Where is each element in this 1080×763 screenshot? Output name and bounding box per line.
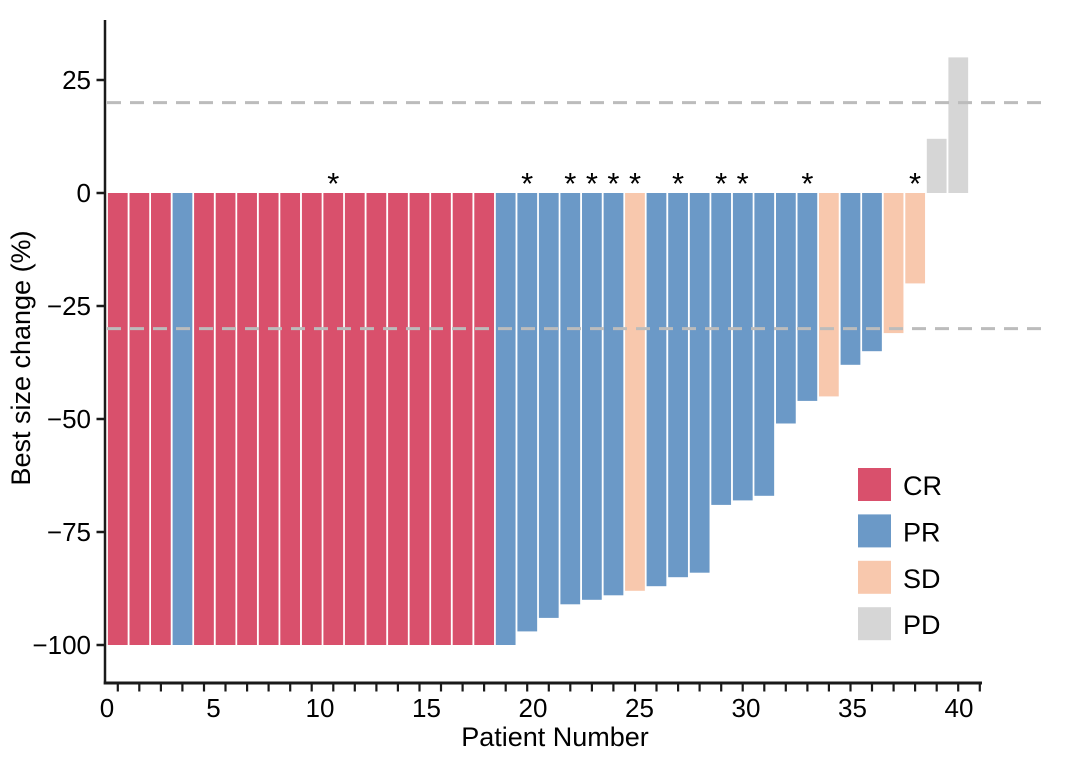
- x-tick-label-25: 25: [625, 693, 654, 723]
- y-tick-label-−50: −50: [47, 404, 91, 434]
- asterisk-patient-29: *: [715, 166, 727, 201]
- reference-lines-group: [107, 101, 1050, 331]
- bar-patient-40: [948, 57, 969, 194]
- y-tick-label-−100: −100: [32, 630, 91, 660]
- bar-patient-11: [323, 193, 344, 645]
- x-axis-ticks: [116, 683, 981, 692]
- x-tick-label-15: 15: [412, 693, 441, 723]
- bar-patient-14: [388, 193, 408, 645]
- asterisk-patient-33: *: [801, 166, 813, 201]
- bar-patient-30: [732, 193, 753, 501]
- bar-patient-37: [883, 193, 904, 334]
- bars-group: [107, 57, 969, 645]
- bar-patient-38: [905, 193, 926, 284]
- bar-patient-35: [840, 193, 861, 365]
- y-tick-label-−75: −75: [47, 517, 91, 547]
- x-tick-label-10: 10: [306, 693, 335, 723]
- bar-patient-24: [603, 193, 624, 596]
- bar-patient-23: [582, 193, 602, 600]
- bar-patient-32: [776, 193, 796, 424]
- bar-patient-6: [215, 193, 236, 645]
- bar-patient-26: [646, 193, 667, 587]
- bar-patient-29: [711, 193, 732, 505]
- y-axis-ticks: [96, 78, 105, 647]
- legend-swatch-CR: [858, 468, 891, 501]
- x-tick-label-5: 5: [206, 693, 220, 723]
- bar-patient-4: [172, 193, 193, 645]
- legend-swatch-PD: [858, 607, 891, 641]
- bar-patient-7: [237, 193, 257, 645]
- x-tick-label-0: 0: [100, 693, 114, 723]
- legend: CR PR SD PD: [858, 468, 942, 641]
- y-axis-tick-labels: 25 0 −25 −50 −75 −100: [32, 65, 91, 660]
- bar-patient-33: [797, 193, 818, 401]
- bar-patient-5: [194, 193, 214, 645]
- bar-patient-10: [301, 193, 322, 645]
- asterisk-annotations-group: * * * * * * * * * * *: [327, 166, 921, 201]
- legend-swatch-PR: [858, 514, 891, 548]
- legend-swatch-SD: [858, 560, 891, 594]
- asterisk-patient-23: *: [586, 166, 598, 201]
- bar-patient-22: [560, 193, 581, 605]
- bar-patient-21: [538, 193, 559, 618]
- asterisk-patient-22: *: [564, 166, 576, 201]
- x-tick-label-40: 40: [945, 693, 974, 723]
- bar-patient-34: [819, 193, 839, 397]
- x-axis-title: Patient Number: [461, 722, 649, 752]
- bar-patient-2: [129, 193, 150, 645]
- bar-patient-8: [258, 193, 279, 645]
- bar-patient-1: [107, 193, 128, 645]
- x-tick-label-20: 20: [519, 693, 548, 723]
- asterisk-patient-27: *: [672, 166, 684, 201]
- y-tick-label-−25: −25: [47, 291, 91, 321]
- bar-patient-20: [517, 193, 538, 632]
- bar-patient-39: [926, 138, 947, 193]
- bar-patient-28: [689, 193, 710, 573]
- legend-label-SD: SD: [903, 564, 941, 594]
- asterisk-patient-11: *: [327, 166, 339, 201]
- bar-patient-15: [409, 193, 430, 645]
- bar-patient-13: [366, 193, 387, 645]
- bar-patient-9: [280, 193, 301, 645]
- bar-patient-25: [625, 193, 645, 591]
- bar-patient-36: [862, 193, 882, 352]
- x-axis-tick-labels: 0 5 10 15 20 25 30 35 40: [100, 693, 974, 723]
- y-tick-label-25: 25: [62, 65, 91, 95]
- legend-label-PR: PR: [903, 517, 941, 547]
- bar-patient-19: [495, 193, 516, 645]
- legend-label-CR: CR: [903, 471, 942, 501]
- bar-patient-3: [151, 193, 171, 645]
- bar-patient-16: [431, 193, 451, 645]
- legend-label-PD: PD: [903, 610, 941, 640]
- x-tick-label-35: 35: [838, 693, 867, 723]
- x-tick-label-30: 30: [732, 693, 761, 723]
- y-tick-label-0: 0: [77, 178, 91, 208]
- asterisk-patient-24: *: [607, 166, 619, 201]
- bar-patient-12: [344, 193, 365, 645]
- asterisk-patient-20: *: [521, 166, 533, 201]
- asterisk-patient-30: *: [737, 166, 749, 201]
- asterisk-patient-38: *: [909, 166, 921, 201]
- asterisk-patient-25: *: [629, 166, 641, 201]
- bar-patient-27: [668, 193, 688, 578]
- y-axis-title: Best size change (%): [6, 230, 36, 485]
- bar-patient-18: [474, 193, 495, 645]
- bar-patient-31: [754, 193, 775, 496]
- bar-patient-17: [452, 193, 473, 645]
